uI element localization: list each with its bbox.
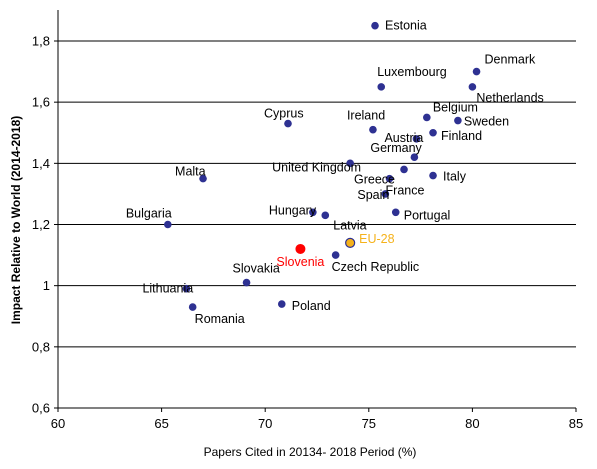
x-tick-label: 75: [362, 416, 376, 431]
y-tick-label: 1,4: [32, 156, 50, 171]
point-romania: [188, 303, 197, 311]
y-axis-title: Impact Relative to World (2014-2018): [9, 116, 23, 325]
label-austria: Austria: [384, 131, 423, 145]
point-slovakia: [242, 278, 251, 287]
point-sweden: [454, 116, 462, 125]
point-finland: [429, 128, 437, 137]
x-axis-title: Papers Cited in 20134- 2018 Period (%): [204, 445, 417, 459]
label-united-kingdom: United Kingdom: [272, 160, 361, 174]
x-tick-label: 70: [258, 416, 272, 431]
label-germany: Germany: [370, 141, 422, 155]
x-tick-label: 65: [154, 416, 168, 431]
point-portugal: [391, 208, 400, 217]
point-united-kingdom: [346, 159, 354, 168]
label-portugal: Portugal: [404, 208, 451, 222]
label-lithuania: Lithuania: [142, 282, 193, 296]
label-bulgaria: Bulgaria: [126, 207, 172, 221]
label-spain: Spain: [357, 188, 389, 202]
x-tick-label: 85: [569, 416, 583, 431]
point-poland: [277, 300, 286, 308]
label-cyprus: Cyprus: [264, 107, 304, 121]
point-luxembourg: [377, 83, 386, 91]
point-labels: Estonia Denmark Netherlands Luxembourg Belgi…: [126, 19, 544, 326]
label-netherlands: Netherlands: [476, 91, 543, 105]
label-denmark: Denmark: [485, 53, 536, 67]
label-czech-republic: Czech Republic: [332, 260, 420, 274]
point-estonia: [371, 21, 379, 30]
point-cyprus: [284, 119, 292, 128]
label-finland: Finland: [441, 129, 482, 143]
point-slovenia: [295, 243, 306, 254]
gridlines: [58, 40, 576, 348]
label-poland: Poland: [292, 299, 331, 313]
label-sweden: Sweden: [464, 115, 509, 129]
x-tick-label: 80: [465, 416, 479, 431]
point-denmark: [472, 67, 481, 76]
point-lithuania: [182, 284, 191, 293]
label-france: France: [386, 184, 425, 198]
y-tick-label: 0,6: [32, 401, 50, 416]
label-estonia: Estonia: [385, 19, 427, 33]
point-bulgaria: [164, 220, 172, 229]
y-tick-label: 0,8: [32, 339, 50, 354]
point-greece: [400, 165, 408, 174]
label-slovenia: Slovenia: [276, 255, 324, 269]
point-belgium: [423, 113, 431, 122]
point-italy: [429, 171, 437, 180]
y-tick-label: 1,6: [32, 95, 50, 110]
data-points: [164, 21, 481, 311]
point-france: [385, 174, 394, 183]
point-eu-28: [345, 237, 356, 248]
label-eu-28: EU-28: [359, 232, 394, 246]
label-romania: Romania: [195, 312, 245, 326]
point-spain: [381, 190, 390, 198]
x-tick-labels: 60 65 70 75 80 85: [51, 416, 583, 431]
point-latvia: [321, 211, 330, 220]
y-tick-label: 1,2: [32, 217, 50, 232]
axes: [54, 10, 577, 412]
label-ireland: Ireland: [347, 109, 385, 123]
label-hungary: Hungary: [269, 203, 317, 217]
label-italy: Italy: [443, 170, 467, 184]
point-germany: [410, 153, 419, 162]
label-latvia: Latvia: [333, 218, 366, 232]
x-tick-label: 60: [51, 416, 65, 431]
label-malta: Malta: [175, 165, 206, 179]
y-tick-label: 1,8: [32, 34, 50, 49]
y-tick-labels: 0,6 0,8 1 1,2 1,4 1,6 1,8: [32, 34, 50, 416]
y-tick-label: 1: [43, 278, 50, 293]
label-slovakia: Slovakia: [233, 262, 280, 276]
point-netherlands: [468, 83, 477, 91]
point-austria: [412, 135, 421, 143]
label-luxembourg: Luxembourg: [377, 65, 447, 79]
point-hungary: [309, 208, 317, 217]
point-ireland: [369, 125, 377, 134]
label-greece: Greece: [354, 172, 395, 186]
point-czech-republic: [331, 251, 340, 259]
point-malta: [199, 174, 207, 183]
label-belgium: Belgium: [433, 100, 478, 114]
